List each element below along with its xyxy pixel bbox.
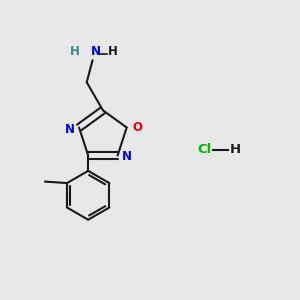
Text: N: N — [65, 122, 75, 136]
Text: Cl: Cl — [198, 143, 212, 157]
Text: H: H — [230, 143, 241, 157]
Text: O: O — [132, 121, 142, 134]
Text: H: H — [70, 45, 79, 58]
Text: N: N — [91, 45, 101, 58]
Text: N: N — [122, 151, 132, 164]
Text: H: H — [108, 45, 118, 58]
